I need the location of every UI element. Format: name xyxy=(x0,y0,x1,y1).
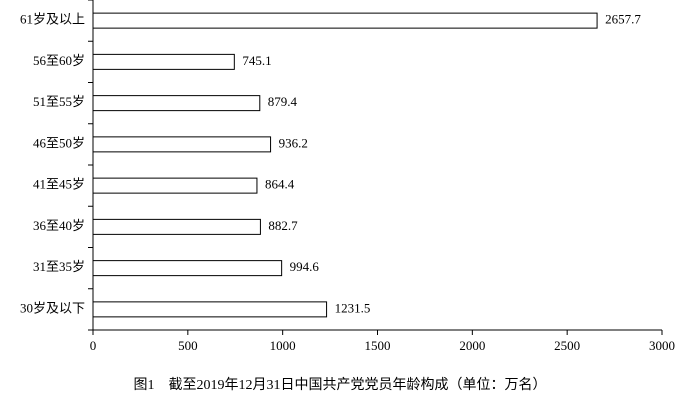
value-label: 745.1 xyxy=(242,53,271,68)
value-label: 1231.5 xyxy=(335,300,371,315)
y-tick-label: 31至35岁 xyxy=(33,259,85,274)
x-tick-label: 1000 xyxy=(270,338,296,353)
bar xyxy=(92,260,283,277)
bar xyxy=(92,177,258,194)
bar xyxy=(92,95,261,112)
y-tick-label: 51至55岁 xyxy=(33,94,85,109)
value-label: 879.4 xyxy=(268,94,298,109)
y-tick-label: 30岁及以下 xyxy=(20,300,85,315)
x-tick-label: 2000 xyxy=(459,338,485,353)
y-tick-label: 56至60岁 xyxy=(33,53,85,68)
bar xyxy=(92,12,598,29)
y-tick-label: 46至50岁 xyxy=(33,135,85,150)
x-tick-label: 0 xyxy=(90,338,97,353)
bar xyxy=(92,301,328,318)
y-tick-label: 41至45岁 xyxy=(33,177,85,192)
value-label: 994.6 xyxy=(290,259,320,274)
x-tick-label: 1500 xyxy=(365,338,391,353)
bar xyxy=(92,53,235,70)
value-label: 882.7 xyxy=(268,218,298,233)
bar xyxy=(92,218,261,235)
value-label: 864.4 xyxy=(265,177,295,192)
y-tick-label: 36至40岁 xyxy=(33,218,85,233)
chart-title: 图1 截至2019年12月31日中国共产党党员年龄构成（单位：万名） xyxy=(134,377,547,393)
y-tick-label: 61岁及以上 xyxy=(20,12,85,27)
x-tick-label: 2500 xyxy=(554,338,580,353)
bar xyxy=(92,136,272,153)
x-tick-label: 3000 xyxy=(649,338,675,353)
x-tick-label: 500 xyxy=(178,338,198,353)
value-label: 2657.7 xyxy=(605,12,641,27)
value-label: 936.2 xyxy=(279,135,308,150)
